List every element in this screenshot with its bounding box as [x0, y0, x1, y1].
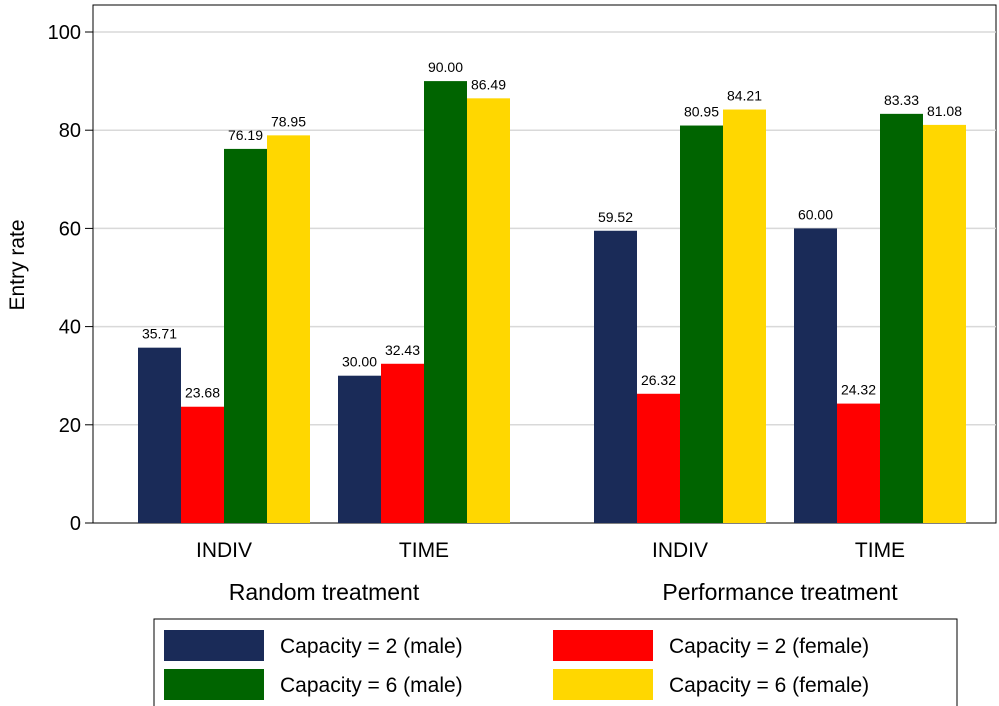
- legend-swatch: [164, 669, 264, 700]
- category-label: TIME: [399, 539, 449, 562]
- category-label: INDIV: [652, 539, 708, 562]
- bar-value-label: 23.68: [185, 385, 220, 401]
- bar: [381, 363, 424, 523]
- y-tick-label: 20: [59, 415, 81, 437]
- legend-label: Capacity = 2 (female): [669, 635, 869, 658]
- y-tick-label: 40: [59, 317, 81, 339]
- x-axis-labels: INDIV TIME Random treatment INDIV TIME Perfor…: [196, 539, 905, 605]
- data-labels: 35.71 23.68 76.19 78.95 30.00 32.43 90.00 86.49…: [142, 59, 962, 401]
- legend-swatch: [553, 630, 653, 661]
- bar: [880, 113, 923, 523]
- legend: Capacity = 2 (male) Capacity = 2 (female)…: [153, 618, 958, 706]
- bar-value-label: 78.95: [271, 113, 306, 129]
- bar: [138, 347, 181, 523]
- group-label: Performance treatment: [662, 579, 898, 605]
- bar-value-label: 81.08: [927, 103, 962, 119]
- legend-swatch: [553, 669, 653, 700]
- bar: [424, 81, 467, 523]
- bar-value-label: 26.32: [641, 372, 676, 388]
- bar: [923, 124, 966, 523]
- legend-label: Capacity = 6 (female): [669, 674, 869, 697]
- y-tick-label: 100: [48, 22, 81, 44]
- bar-value-label: 83.33: [884, 92, 919, 108]
- y-axis: 0 20 40 60 80 100: [48, 5, 94, 535]
- bar: [338, 375, 381, 523]
- bar: [794, 228, 837, 523]
- y-axis-title: Entry rate: [6, 219, 29, 310]
- bar-value-label: 32.43: [385, 342, 420, 358]
- bar-value-label: 35.71: [142, 326, 177, 342]
- group-label: Random treatment: [229, 579, 420, 605]
- bar: [267, 135, 310, 523]
- y-tick-label: 60: [59, 218, 81, 240]
- legend-swatch: [164, 630, 264, 661]
- bar-value-label: 59.52: [598, 209, 633, 225]
- bar-value-label: 86.49: [471, 76, 506, 92]
- category-label: TIME: [855, 539, 905, 562]
- bar: [680, 125, 723, 524]
- bar-value-label: 76.19: [228, 127, 263, 143]
- legend-label: Capacity = 6 (male): [280, 674, 463, 697]
- legend-label: Capacity = 2 (male): [280, 635, 463, 658]
- bar-value-label: 80.95: [684, 104, 719, 120]
- bar-value-label: 90.00: [428, 59, 463, 75]
- bars: [138, 81, 966, 524]
- bar: [224, 148, 267, 523]
- bar: [467, 98, 510, 523]
- category-label: INDIV: [196, 539, 252, 562]
- bar: [181, 406, 224, 523]
- bar-value-label: 84.21: [727, 88, 762, 104]
- bar: [594, 230, 637, 523]
- bar-value-label: 60.00: [798, 206, 833, 222]
- bar-value-label: 24.32: [841, 382, 876, 398]
- y-tick-label: 80: [59, 120, 81, 142]
- bar: [637, 393, 680, 523]
- bar-value-label: 30.00: [342, 354, 377, 370]
- y-tick-label: 0: [70, 513, 81, 535]
- bar: [837, 403, 880, 523]
- bar: [723, 109, 766, 523]
